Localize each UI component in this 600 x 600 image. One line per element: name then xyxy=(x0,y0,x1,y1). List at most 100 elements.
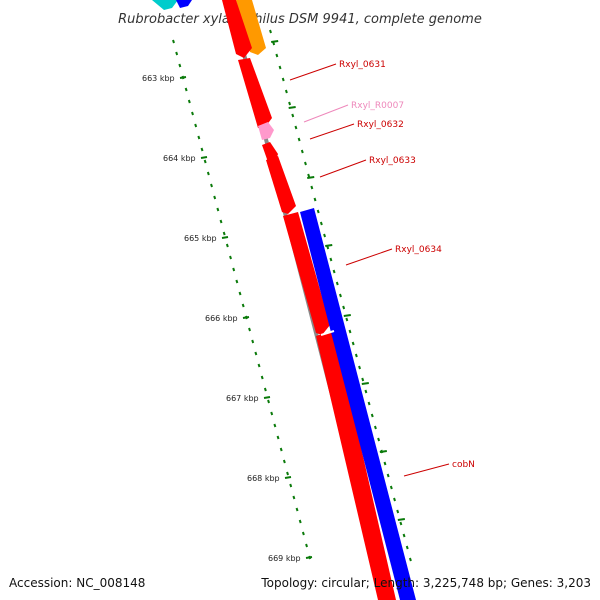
gene-arrow-rxyl_0633 xyxy=(266,156,296,214)
kbp-major-tick xyxy=(379,450,387,453)
gene-label: Rxyl_R0007 xyxy=(351,101,404,111)
minor-tick xyxy=(251,339,255,344)
gene-arrow-top xyxy=(222,0,252,58)
minor-tick xyxy=(300,149,304,154)
gene-label: Rxyl_0633 xyxy=(369,156,416,166)
minor-tick xyxy=(313,197,317,202)
minor-tick xyxy=(316,209,320,214)
gene-arrow-rxyl_0634 xyxy=(300,208,416,600)
minor-tick xyxy=(288,101,292,106)
minor-tick xyxy=(405,545,409,550)
minor-tick xyxy=(354,353,358,358)
minor-tick xyxy=(298,519,302,524)
kbp-major-tick xyxy=(307,176,315,179)
minor-tick xyxy=(178,63,182,68)
minor-tick xyxy=(282,459,286,464)
minor-tick xyxy=(284,89,288,94)
minor-tick xyxy=(289,483,293,488)
kbp-label: 664 kbp xyxy=(163,154,196,163)
minor-tick xyxy=(279,447,283,452)
kbp-major-tick xyxy=(325,244,333,247)
minor-tick xyxy=(292,495,296,500)
minor-tick xyxy=(305,543,309,548)
kbp-label: 666 kbp xyxy=(205,314,238,323)
tick-layer xyxy=(172,29,412,562)
minor-tick xyxy=(273,423,277,428)
gene-label-leader xyxy=(303,104,349,123)
minor-tick xyxy=(286,471,289,476)
kbp-major-tick xyxy=(397,518,405,521)
minor-tick xyxy=(225,243,229,248)
minor-tick xyxy=(232,267,236,272)
minor-tick xyxy=(308,555,312,560)
feature-layer xyxy=(152,0,416,600)
minor-tick xyxy=(361,377,365,382)
minor-tick xyxy=(278,65,282,70)
minor-tick xyxy=(319,221,323,226)
minor-tick xyxy=(172,39,175,44)
kbp-major-tick xyxy=(263,396,271,399)
minor-tick xyxy=(367,401,371,406)
minor-tick xyxy=(254,351,258,356)
minor-tick xyxy=(370,413,374,418)
minor-tick xyxy=(291,113,295,118)
orange-feature xyxy=(236,0,266,55)
minor-tick xyxy=(181,75,185,80)
minor-tick xyxy=(241,303,245,308)
gene-arrow-rxyl_0631 xyxy=(238,58,272,128)
gene-label: Rxyl_0632 xyxy=(357,120,404,130)
kbp-major-tick xyxy=(271,40,279,43)
accession-text: Accession: NC_008148 xyxy=(9,576,145,590)
minor-tick xyxy=(184,87,188,92)
gene-label-leader xyxy=(319,159,367,178)
minor-tick xyxy=(358,365,361,370)
minor-tick xyxy=(216,207,220,212)
gene-label-leader xyxy=(309,123,355,140)
minor-tick xyxy=(175,51,179,56)
label-layer: 663 kbp 664 kbp 665 kbp 666 kbp 667 kbp 668 k… xyxy=(142,60,475,563)
minor-tick xyxy=(304,161,307,166)
map-title: Rubrobacter xylanophilus DSM 9941, compl… xyxy=(118,12,482,27)
gene-label-leader xyxy=(345,248,393,266)
minor-tick xyxy=(386,473,390,478)
minor-tick xyxy=(332,269,336,274)
kbp-major-tick xyxy=(361,382,369,385)
minor-tick xyxy=(267,399,270,404)
summary-text: Topology: circular; Length: 3,225,748 bp… xyxy=(260,576,591,590)
kbp-major-tick xyxy=(343,314,351,317)
minor-tick xyxy=(235,279,239,284)
minor-tick xyxy=(281,77,285,82)
minor-tick xyxy=(389,485,393,490)
minor-tick xyxy=(194,123,198,128)
minor-tick xyxy=(269,29,272,34)
blue-top-feature xyxy=(176,0,192,8)
minor-tick xyxy=(297,137,301,142)
minor-tick xyxy=(276,435,280,440)
minor-tick xyxy=(339,293,342,298)
kbp-label: 669 kbp xyxy=(268,554,301,563)
kbp-label: 663 kbp xyxy=(142,74,175,83)
gene-label-leader xyxy=(403,463,450,477)
minor-tick xyxy=(197,135,201,140)
minor-tick xyxy=(402,533,406,538)
minor-tick xyxy=(244,315,248,320)
minor-tick xyxy=(200,147,204,152)
minor-tick xyxy=(345,317,349,322)
minor-tick xyxy=(257,363,261,368)
minor-tick xyxy=(294,125,298,130)
minor-tick xyxy=(310,185,314,190)
cyan-feature xyxy=(152,0,178,10)
minor-tick xyxy=(191,111,194,116)
gene-label: Rxyl_0631 xyxy=(339,60,386,70)
separator xyxy=(320,330,335,336)
kbp-label: 667 kbp xyxy=(226,394,259,403)
kbp-major-tick xyxy=(221,236,229,239)
minor-tick xyxy=(270,411,274,416)
minor-tick xyxy=(203,159,207,164)
gene-arrow-red-lower xyxy=(316,330,396,600)
minor-tick xyxy=(408,557,412,562)
kbp-major-tick xyxy=(200,156,208,159)
minor-tick xyxy=(295,507,299,512)
rna-arrow-rxyl_r0007 xyxy=(258,122,274,140)
minor-tick xyxy=(348,329,352,334)
